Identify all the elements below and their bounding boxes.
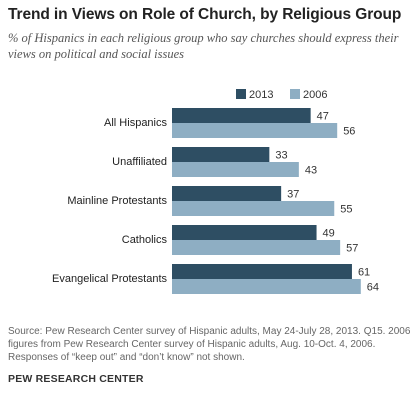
bars-group: All Hispanics 47 56 Unaffiliated 33 43 Mainlin… (52, 108, 379, 294)
bar-2006 (172, 162, 299, 177)
category-label: Evangelical Protestants (52, 273, 167, 285)
value-label-2006: 57 (346, 243, 358, 255)
legend-label-2006: 2006 (303, 89, 327, 101)
bar-2013 (172, 147, 270, 162)
legend-swatch-2013 (236, 89, 246, 99)
value-label-2013: 47 (317, 111, 329, 123)
value-label-2013: 49 (323, 228, 335, 240)
category-label: All Hispanics (104, 117, 167, 129)
value-label-2006: 43 (305, 165, 317, 177)
source-text: Source: Pew Research Center survey of Hi… (8, 326, 411, 350)
category-label: Unaffiliated (112, 156, 167, 168)
bar-2013 (172, 225, 317, 240)
bar-2006 (172, 201, 335, 216)
bar-2013 (172, 108, 311, 123)
category-label: Catholics (122, 234, 168, 246)
value-label-2013: 33 (275, 150, 287, 162)
category-label: Mainline Protestants (67, 195, 167, 207)
value-label-2006: 56 (343, 126, 355, 138)
legend: 2013 2006 (236, 89, 327, 101)
source-note: Source: Pew Research Center survey of Hi… (8, 325, 414, 364)
responses-note: Responses of “keep out” and “don’t know”… (8, 352, 245, 363)
value-label-2013: 37 (287, 189, 299, 201)
bar-2006 (172, 123, 338, 138)
chart-title: Trend in Views on Role of Church, by Rel… (8, 6, 402, 23)
value-label-2006: 55 (340, 204, 352, 216)
brand-label: PEW RESEARCH CENTER (8, 373, 144, 385)
legend-label-2013: 2013 (249, 89, 273, 101)
bar-2006 (172, 279, 361, 294)
value-label-2006: 64 (367, 282, 379, 294)
bar-2013 (172, 186, 282, 201)
bar-2013 (172, 264, 352, 279)
bar-chart: 2013 2006 All Hispanics 47 56 Unaffiliated 33… (52, 89, 379, 294)
legend-swatch-2006 (290, 89, 300, 99)
chart-subtitle: % of Hispanics in each religious group w… (8, 31, 399, 61)
value-label-2013: 61 (358, 267, 370, 279)
bar-2006 (172, 240, 341, 255)
